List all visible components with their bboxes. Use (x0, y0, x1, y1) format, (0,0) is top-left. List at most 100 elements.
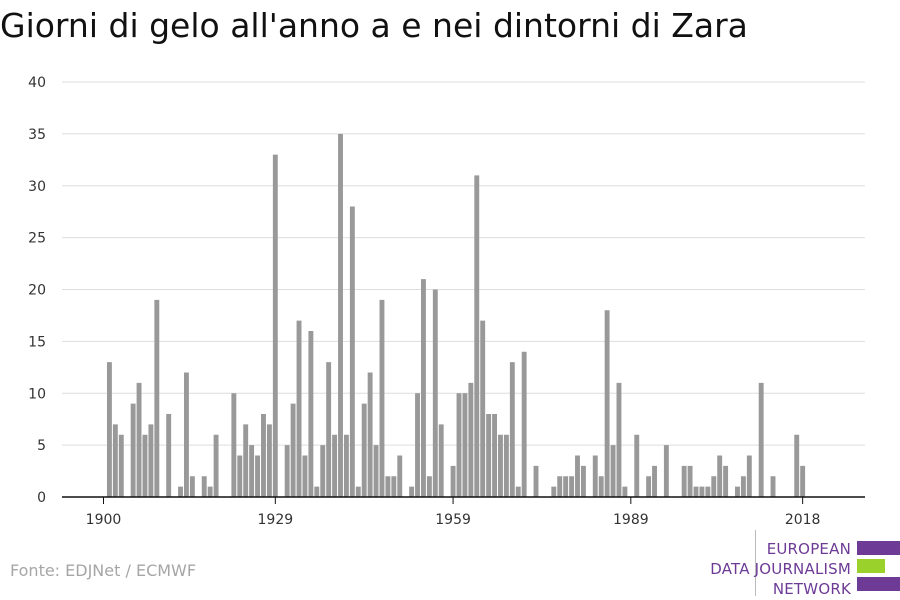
x-tick-label: 2018 (785, 512, 821, 528)
bar (391, 476, 397, 497)
bar (794, 434, 800, 497)
bar-chart: 0 5 10 15 20 25 30 35 40 1900 1929 1959 1989 2018 (28, 75, 865, 528)
bar (681, 465, 687, 498)
x-tick-label: 1900 (86, 512, 122, 528)
bar (361, 403, 367, 498)
bars (106, 133, 806, 498)
chart-title: Giorni di gelo all'anno a e nei dintorni… (0, 6, 748, 45)
logo-line-3: NETWORK (772, 580, 851, 598)
bar (468, 382, 474, 498)
bar (432, 289, 438, 497)
bar (385, 476, 391, 497)
bar (415, 393, 420, 497)
bar (397, 455, 403, 497)
bar (326, 362, 332, 498)
bar (367, 372, 373, 497)
bar (551, 486, 557, 498)
bar (266, 424, 272, 498)
bar (154, 299, 160, 498)
bar (515, 486, 521, 498)
logo-bar-green (857, 559, 885, 573)
bar (231, 393, 237, 497)
bar (189, 476, 195, 497)
bar (705, 486, 711, 498)
bar (557, 476, 563, 497)
bar (272, 154, 278, 498)
bar (569, 476, 575, 497)
bar (634, 434, 640, 497)
bar (580, 465, 586, 498)
bar (106, 362, 112, 498)
logo-divider (755, 530, 756, 596)
bar (355, 486, 361, 498)
bar (563, 476, 569, 497)
bar (237, 455, 243, 497)
bar (261, 414, 266, 497)
edjnet-logo[interactable]: EUROPEAN DATA JOURNALISM NETWORK (700, 530, 900, 599)
bar (320, 445, 326, 498)
bar (290, 403, 296, 498)
bar (207, 486, 213, 498)
bar (474, 175, 480, 498)
bar (178, 486, 183, 498)
y-tick-label: 0 (37, 490, 46, 506)
bar (118, 434, 124, 497)
bar (332, 434, 338, 497)
bar (130, 403, 136, 498)
bar (343, 434, 349, 497)
bar (735, 486, 740, 498)
y-tick-label: 40 (28, 75, 46, 91)
bar (699, 486, 705, 498)
x-tick-label: 1989 (613, 512, 649, 528)
bar (148, 424, 154, 498)
bar (379, 299, 385, 498)
bar (308, 331, 314, 497)
y-tick-label: 15 (28, 334, 46, 350)
y-tick-label: 25 (28, 231, 46, 247)
bar (687, 465, 693, 498)
logo-bar-purple-bottom (857, 577, 900, 591)
logo-text: EUROPEAN DATA JOURNALISM NETWORK (710, 539, 851, 599)
bar (213, 434, 219, 497)
bar (616, 382, 622, 498)
bar (450, 465, 456, 498)
bar (409, 486, 415, 498)
bar (349, 206, 355, 497)
y-tick-label: 5 (37, 438, 46, 454)
y-tick-label: 20 (28, 283, 46, 299)
bar (740, 476, 746, 497)
logo-line-2: DATA JOURNALISM (710, 560, 851, 578)
bar (438, 424, 444, 498)
bar (136, 382, 142, 498)
x-tick-label: 1929 (258, 512, 294, 528)
bar (533, 465, 539, 498)
bar (521, 351, 527, 497)
bar (592, 455, 598, 497)
bar (646, 476, 652, 497)
bar (498, 434, 503, 497)
bar (201, 476, 207, 497)
bar (711, 476, 717, 497)
bar (486, 414, 492, 497)
bar (184, 372, 189, 497)
x-tick-label: 1959 (435, 512, 471, 528)
logo-line-1: EUROPEAN (766, 540, 851, 558)
logo-bar-purple-top (857, 541, 900, 555)
bar (112, 424, 118, 498)
bar (509, 362, 515, 498)
bar (302, 455, 308, 497)
bar (800, 465, 806, 498)
bar (255, 455, 260, 497)
bar (249, 445, 255, 498)
bar (142, 434, 148, 497)
bar (166, 414, 172, 497)
bar (610, 445, 616, 498)
bar (492, 414, 497, 497)
bar (652, 465, 657, 498)
bar (598, 476, 604, 497)
bar (462, 393, 468, 497)
bar (296, 320, 302, 498)
bar (663, 445, 669, 498)
y-tick-label: 30 (28, 179, 46, 195)
bar (717, 455, 723, 497)
